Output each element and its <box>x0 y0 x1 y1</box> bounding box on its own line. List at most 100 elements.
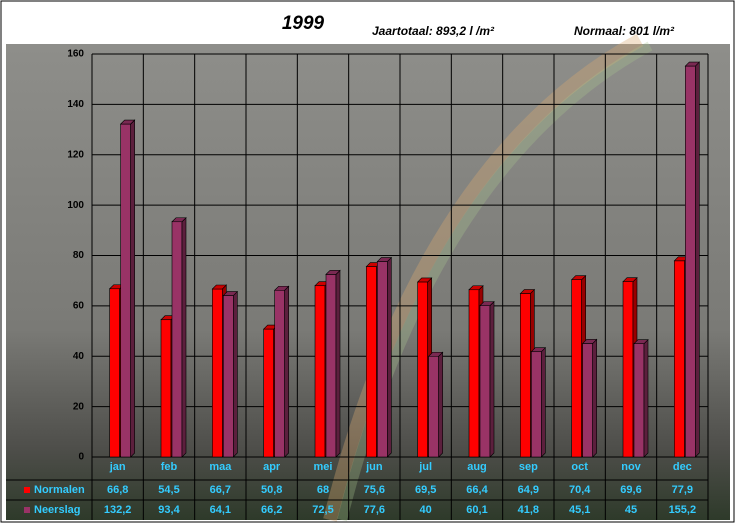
data-label: 68 <box>317 484 329 496</box>
bar <box>622 281 634 458</box>
data-label: 54,5 <box>158 484 179 496</box>
x-tick-label: dec <box>673 461 692 473</box>
bar-top <box>119 119 136 125</box>
bar <box>377 261 388 458</box>
x-tick-label: sep <box>519 461 538 473</box>
x-tick-label: apr <box>263 461 281 473</box>
bar <box>571 279 582 458</box>
data-label: 66,8 <box>107 484 128 496</box>
y-tick-label: 20 <box>73 401 85 412</box>
bar <box>428 355 439 458</box>
data-label: 64,1 <box>210 504 231 516</box>
x-tick-label: mei <box>314 461 333 473</box>
bar <box>120 123 131 458</box>
bar-top <box>325 270 341 275</box>
x-tick-label: jan <box>109 461 126 473</box>
bar <box>366 266 377 458</box>
chart-title: 1999 <box>282 13 325 34</box>
bar <box>582 343 593 458</box>
subtitle: Jaartotaal: 893,2 l /m² <box>372 24 495 38</box>
bar-side <box>489 300 495 458</box>
bar <box>160 319 172 458</box>
bar-side <box>233 290 238 458</box>
y-tick-label: 80 <box>73 250 85 261</box>
bar-side <box>643 338 649 458</box>
x-tick-label: oct <box>571 461 588 473</box>
bar <box>314 285 326 458</box>
bar-top <box>684 61 701 67</box>
data-label: 132,2 <box>104 504 132 516</box>
data-label: 60,1 <box>466 504 487 516</box>
bar-side <box>181 217 187 458</box>
x-tick-label: aug <box>467 461 487 473</box>
data-label: 77,6 <box>364 504 385 516</box>
bar-top <box>376 257 393 262</box>
bar <box>274 289 285 458</box>
x-tick-label: feb <box>161 461 178 473</box>
bar <box>633 343 645 458</box>
data-label: 66,4 <box>466 484 488 496</box>
data-label: 77,9 <box>672 484 693 496</box>
bar <box>531 351 542 458</box>
bar-top <box>622 277 638 282</box>
bar <box>223 295 234 458</box>
bar-top <box>427 351 444 357</box>
data-label: 45 <box>625 504 637 516</box>
bar-side <box>387 256 392 458</box>
bar-top <box>211 284 228 290</box>
y-tick-label: 120 <box>67 149 84 160</box>
bar-top <box>479 301 495 306</box>
x-tick-label: nov <box>621 461 641 473</box>
annotation: Normaal: 801 l/m² <box>574 24 675 38</box>
data-label: 69,5 <box>415 484 436 496</box>
data-label: 64,9 <box>518 484 539 496</box>
data-label: 50,8 <box>261 484 282 496</box>
x-tick-label: maa <box>209 461 232 473</box>
bar-top <box>222 291 239 296</box>
bar <box>417 281 428 458</box>
data-label: 155,2 <box>669 504 697 516</box>
bar <box>674 260 685 458</box>
bar-top <box>171 217 187 223</box>
bar <box>685 65 696 458</box>
bar-top <box>633 339 649 344</box>
y-tick-label: 100 <box>67 200 84 211</box>
y-tick-label: 0 <box>78 452 84 463</box>
bar <box>325 274 337 458</box>
bar <box>520 293 531 458</box>
bar-side <box>541 346 546 458</box>
bar-side <box>130 119 135 458</box>
rainbow <box>323 33 644 522</box>
legend-swatch <box>24 487 30 493</box>
legend-label: Neerslag <box>34 504 80 516</box>
bar-top <box>570 275 587 280</box>
bar-side <box>335 269 341 458</box>
legend-swatch <box>24 507 30 513</box>
bar-side <box>592 338 597 458</box>
bar-top <box>468 285 484 291</box>
bar-top <box>581 339 598 344</box>
bar-top <box>519 289 536 294</box>
bar <box>212 288 223 458</box>
legend-label: Normalen <box>34 484 85 496</box>
data-label: 40 <box>420 504 432 516</box>
x-tick-label: jun <box>365 461 383 473</box>
bar <box>479 305 491 458</box>
bar-top <box>530 347 547 353</box>
data-label: 72,5 <box>312 504 333 516</box>
bar-top <box>273 285 290 291</box>
data-label: 93,4 <box>158 504 180 516</box>
bar-side <box>695 61 700 458</box>
bar <box>171 221 183 458</box>
y-tick-label: 40 <box>73 351 85 362</box>
data-label: 69,6 <box>620 484 641 496</box>
data-label: 66,2 <box>261 504 282 516</box>
x-tick-label: jul <box>418 461 432 473</box>
y-tick-label: 160 <box>67 49 84 60</box>
y-tick-label: 60 <box>73 301 85 312</box>
data-label: 41,8 <box>518 504 539 516</box>
data-label: 45,1 <box>569 504 590 516</box>
bar-side <box>438 351 443 458</box>
